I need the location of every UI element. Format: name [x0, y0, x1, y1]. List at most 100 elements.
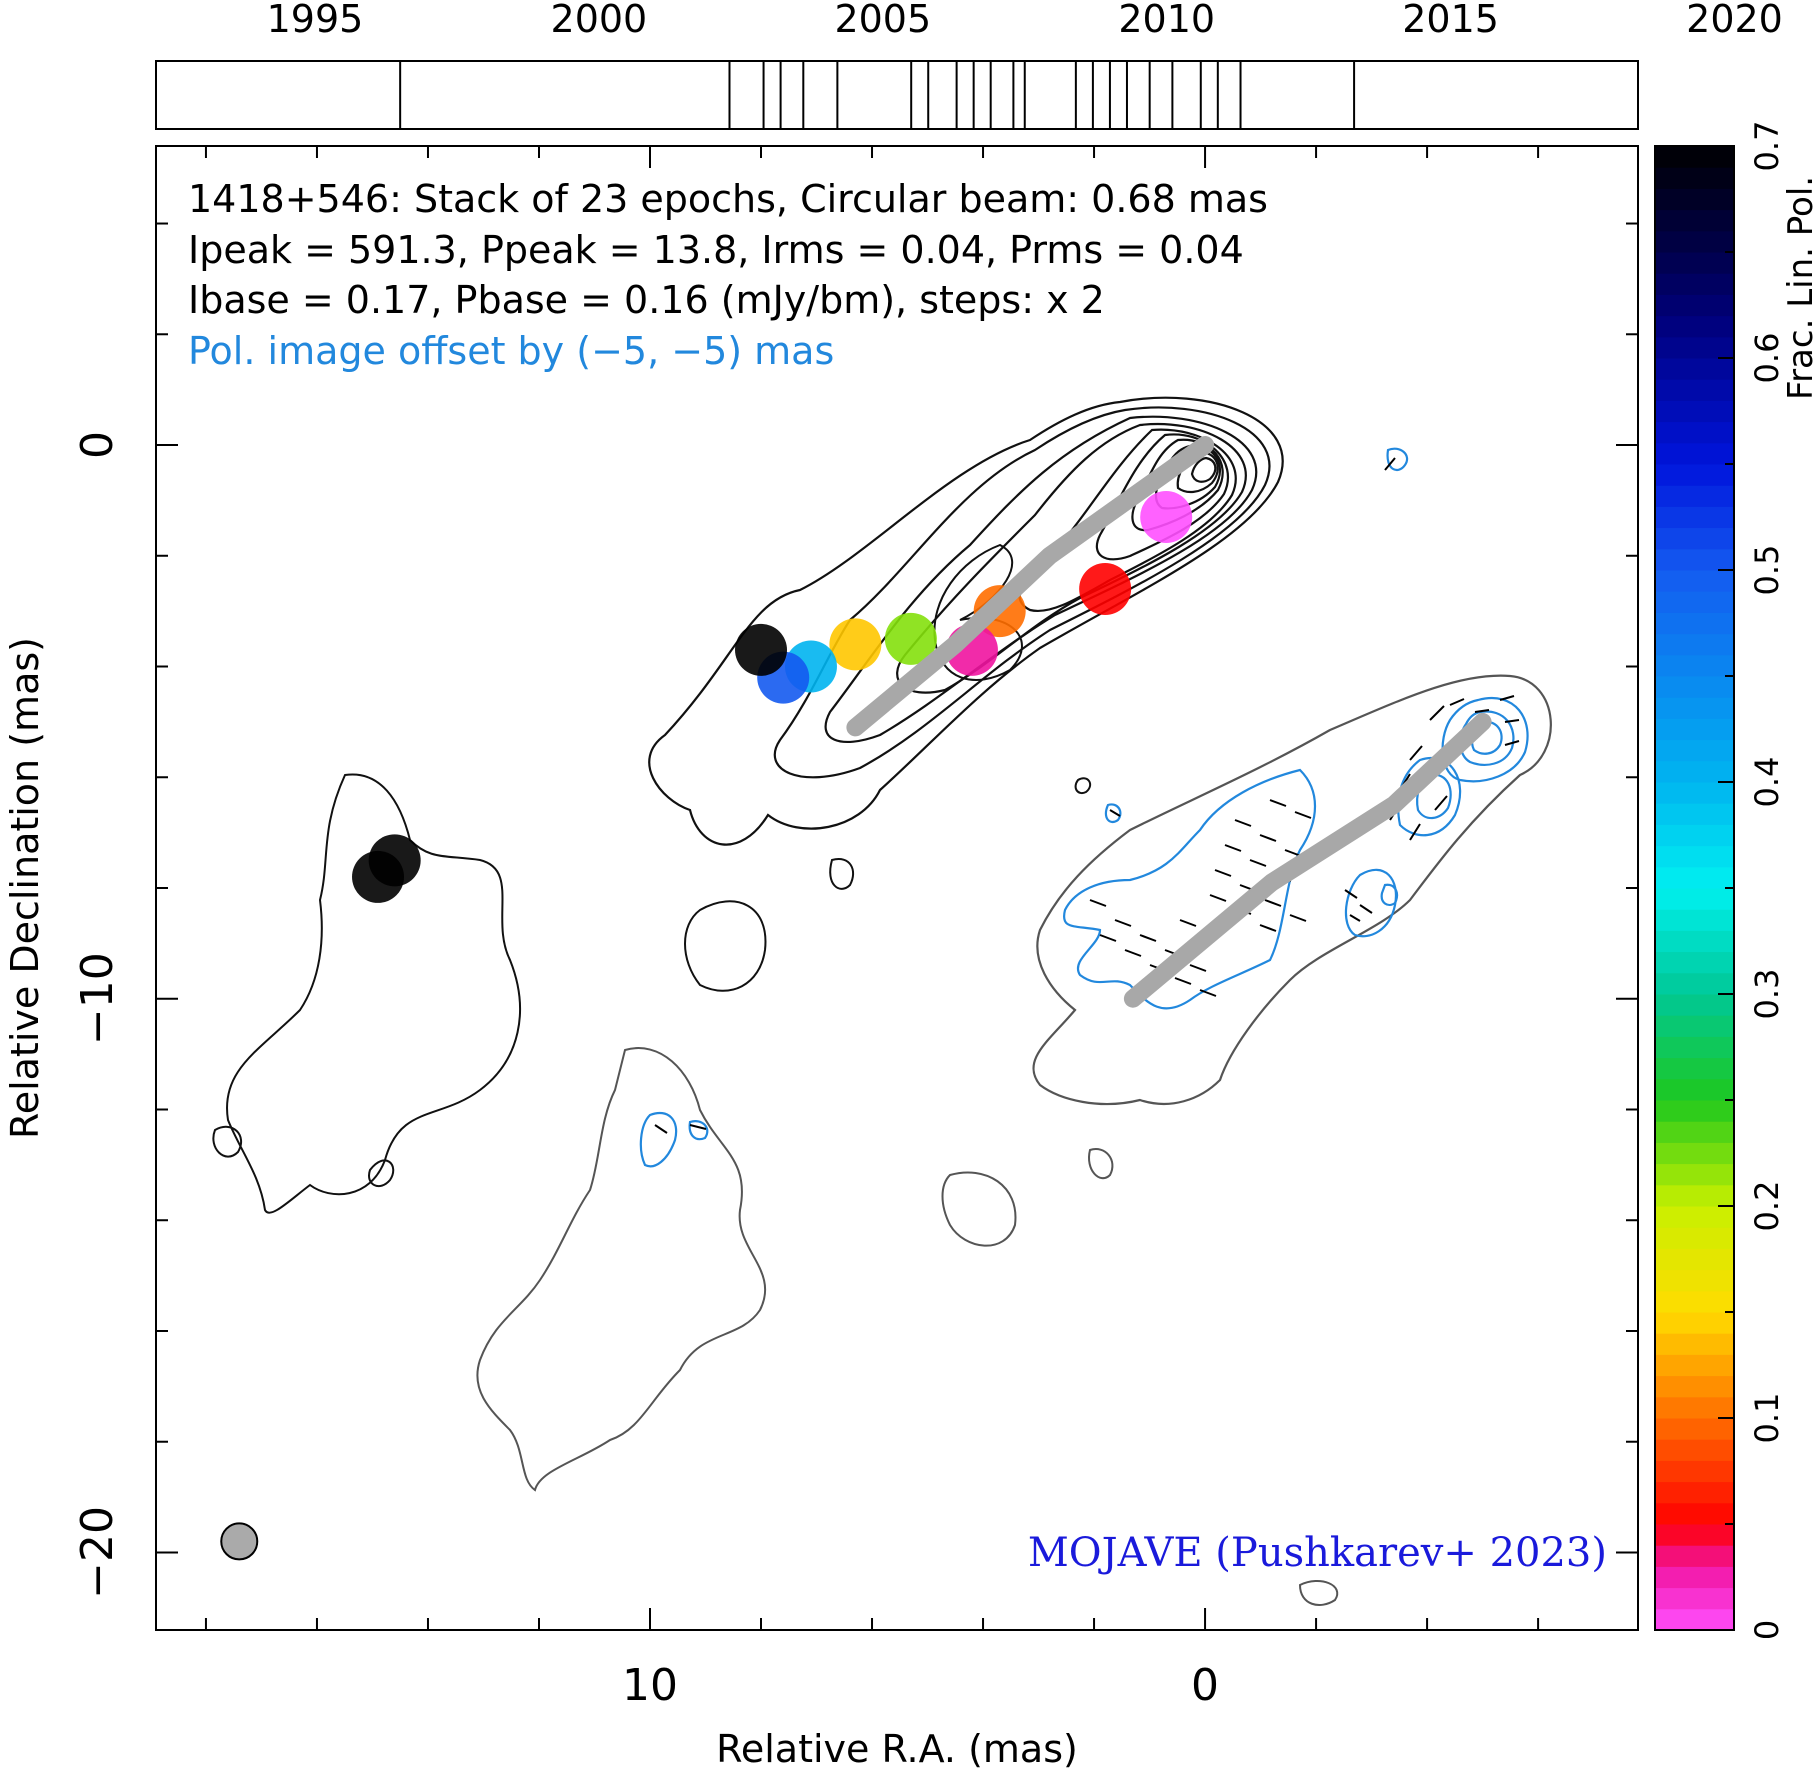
y-tick-label: −10	[72, 952, 123, 1045]
map-panel: 10 0 0 −10 −20 1418+546: Stack of 23 epochs,…	[3, 145, 1639, 1771]
intensity-island-b	[212, 1125, 243, 1158]
colorbar-step	[1655, 1036, 1734, 1059]
jet-ridgelines	[846, 436, 1492, 1008]
colorbar-step	[1655, 930, 1734, 953]
fpol-blob	[884, 612, 937, 665]
colorbar-step	[1655, 909, 1734, 931]
polarization-small-contour-3	[1386, 447, 1409, 472]
colorbar-step	[1655, 803, 1734, 825]
x-tick-label: 10	[622, 1660, 678, 1711]
chart-title: 1418+546: Stack of 23 epochs, Circular b…	[188, 177, 1268, 221]
colorbar-step	[1655, 1269, 1734, 1292]
colorbar-step	[1655, 866, 1734, 889]
colorbar-step	[1655, 315, 1734, 338]
colorbar-step	[1655, 1608, 1734, 1631]
colorbar-step	[1655, 612, 1734, 635]
colorbar-step	[1655, 1502, 1734, 1525]
intensity-contour-2	[773, 406, 1271, 779]
colorbar-tick-labels: 0 0.1 0.2 0.3 0.4 0.5 0.6 0.7	[1748, 121, 1786, 1641]
polarization-far-contour	[639, 1112, 678, 1168]
colorbar-step	[1655, 379, 1734, 401]
fpol-blob	[735, 623, 788, 676]
colorbar-step	[1655, 1354, 1734, 1377]
colorbar-step	[1655, 1312, 1734, 1334]
colorbar-step	[1655, 421, 1734, 444]
intensity-island-d	[684, 900, 767, 992]
polarization-small-contour	[1344, 868, 1398, 938]
colorbar-step	[1655, 336, 1734, 359]
colorbar-step	[1655, 591, 1734, 613]
colorbar-step	[1655, 1333, 1734, 1355]
colorbar-tick-label: 0.3	[1748, 969, 1786, 1020]
intensity-contour-10	[1190, 456, 1217, 483]
epoch-year-label: 1995	[267, 0, 364, 41]
colorbar-step	[1655, 1587, 1734, 1610]
intensity-island-c	[829, 858, 855, 890]
colorbar-step	[1655, 230, 1734, 253]
fpol-blob	[1079, 562, 1132, 615]
colorbar-step	[1655, 1545, 1734, 1567]
polarization-far-contour-2	[688, 1120, 709, 1141]
colorbar-step	[1655, 442, 1734, 465]
colorbar-step	[1655, 1227, 1734, 1249]
map-axis-ticks	[156, 146, 1638, 1630]
intensity-far-contour	[476, 1047, 767, 1492]
info-line-2: Ibase = 0.17, Pbase = 0.16 (mJy/bm), ste…	[188, 278, 1105, 322]
colorbar-step	[1655, 1248, 1734, 1271]
colorbar-step	[1655, 654, 1734, 677]
epoch-year-label: 2020	[1686, 0, 1783, 41]
colorbar-step	[1655, 506, 1734, 529]
epoch-year-label: 2000	[551, 0, 648, 41]
intensity-extended-left	[225, 773, 521, 1214]
colorbar-step	[1655, 1396, 1734, 1419]
colorbar-step	[1655, 358, 1734, 380]
fpol-blob	[1140, 491, 1193, 543]
colorbar-step	[1655, 273, 1734, 295]
intensity-far-contours	[476, 1047, 1339, 1606]
polarization-core-contour-2	[1459, 710, 1515, 766]
colorbar-step	[1655, 485, 1734, 507]
intensity-far-island-a	[941, 1171, 1017, 1247]
intensity-island-e	[1074, 777, 1092, 794]
polarization-core-contour-1	[1441, 697, 1529, 783]
intensity-contour-3	[824, 415, 1258, 743]
polarization-small-contour-4	[1104, 803, 1122, 824]
colorbar-step	[1655, 1184, 1734, 1207]
colorbar-step	[1655, 1375, 1734, 1398]
colorbar-step	[1655, 548, 1734, 571]
colorbar-step	[1655, 1057, 1734, 1080]
colorbar-step	[1655, 294, 1734, 317]
epoch-timeline: 1995 2000 2005 2010 2015 2020	[155, 0, 1783, 130]
colorbar-step	[1655, 782, 1734, 804]
info-line-1: Ipeak = 591.3, Ppeak = 13.8, Irms = 0.04…	[188, 228, 1244, 272]
colorbar-tick-label: 0.5	[1748, 545, 1786, 596]
y-axis-label: Relative Declination (mas)	[3, 637, 47, 1139]
fpol-blob	[829, 618, 882, 671]
colorbar-step	[1655, 1163, 1734, 1186]
colorbar-ticks	[1718, 145, 1734, 1631]
colorbar-step	[1655, 1566, 1734, 1589]
colorbar-step	[1655, 1460, 1734, 1483]
colorbar-step	[1655, 1418, 1734, 1440]
epoch-timeline-frame	[155, 60, 1639, 130]
beam-ellipse	[220, 1522, 259, 1561]
evpa-tick-group-jet	[1089, 799, 1312, 997]
colorbar-step	[1655, 1078, 1734, 1101]
polarization-jet-contour	[1062, 768, 1317, 1010]
evpa-tick-group-small	[654, 457, 1396, 1134]
colorbar-step	[1655, 1290, 1734, 1313]
colorbar-step	[1655, 951, 1734, 974]
fractional-polarization-map	[352, 491, 1193, 903]
colorbar-step	[1655, 188, 1734, 211]
colorbar-step	[1655, 888, 1734, 910]
colorbar-step	[1655, 1524, 1734, 1546]
colorbar-step	[1655, 167, 1734, 189]
colorbar-tick-label: 0.7	[1748, 121, 1786, 172]
epoch-ticks	[399, 61, 1356, 129]
intensity-contour-outer	[648, 396, 1284, 846]
colorbar-step	[1655, 252, 1734, 274]
map-axis-tick-labels: 10 0 0 −10 −20	[72, 431, 1219, 1711]
colorbar-step	[1655, 845, 1734, 868]
colorbar-label: Frac. Lin. Pol.	[1781, 176, 1819, 400]
evpa-ticks	[654, 457, 1520, 1134]
